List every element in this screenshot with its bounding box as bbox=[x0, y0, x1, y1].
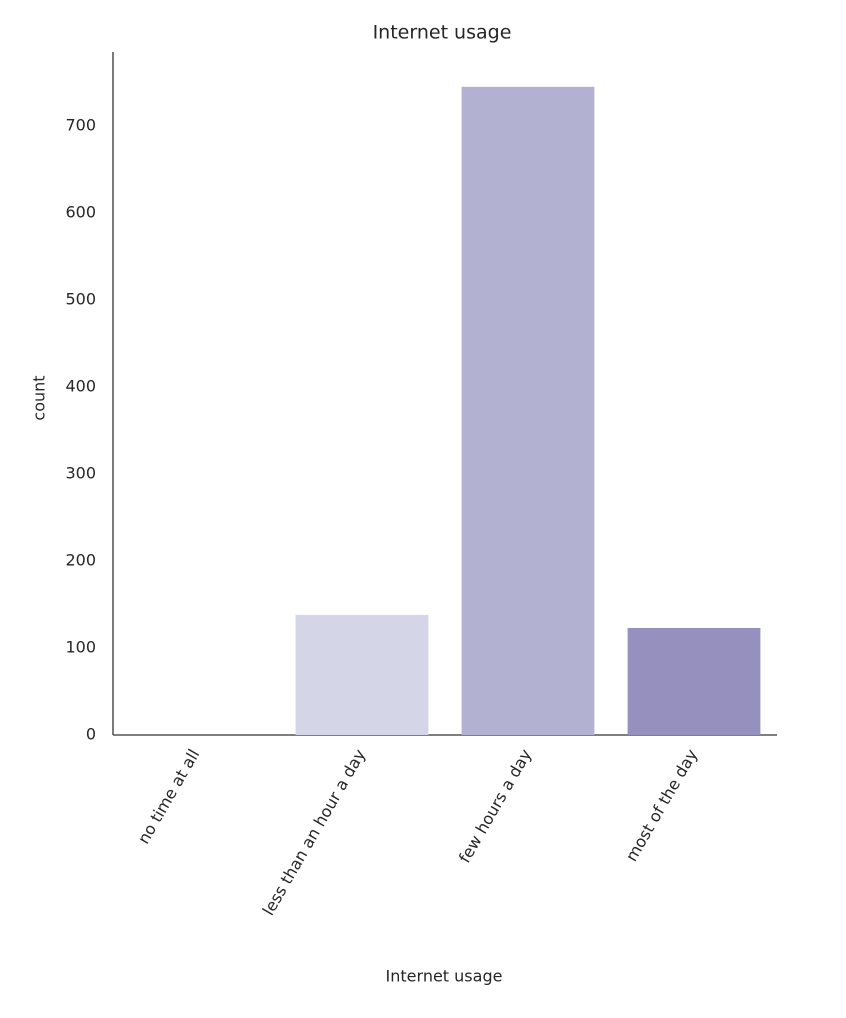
bar bbox=[295, 614, 429, 735]
y-tick-label: 0 bbox=[86, 725, 96, 744]
x-tick-label: less than an hour a day bbox=[259, 746, 370, 919]
x-tick-label: most of the day bbox=[622, 746, 702, 865]
y-tick-label: 100 bbox=[65, 637, 96, 656]
x-tick-label: few hours a day bbox=[455, 746, 535, 866]
chart-title: Internet usage bbox=[373, 22, 512, 44]
y-tick-label: 700 bbox=[65, 115, 96, 134]
y-tick-label: 400 bbox=[65, 376, 96, 395]
y-tick-label: 500 bbox=[65, 289, 96, 308]
y-axis-label: count bbox=[30, 375, 49, 420]
y-tick-label: 300 bbox=[65, 463, 96, 482]
bar bbox=[627, 627, 761, 735]
y-tick-label: 200 bbox=[65, 550, 96, 569]
x-axis-label: Internet usage bbox=[386, 967, 503, 986]
y-tick-label: 600 bbox=[65, 202, 96, 221]
x-tick-label: no time at all bbox=[134, 746, 204, 847]
bar bbox=[461, 86, 595, 735]
